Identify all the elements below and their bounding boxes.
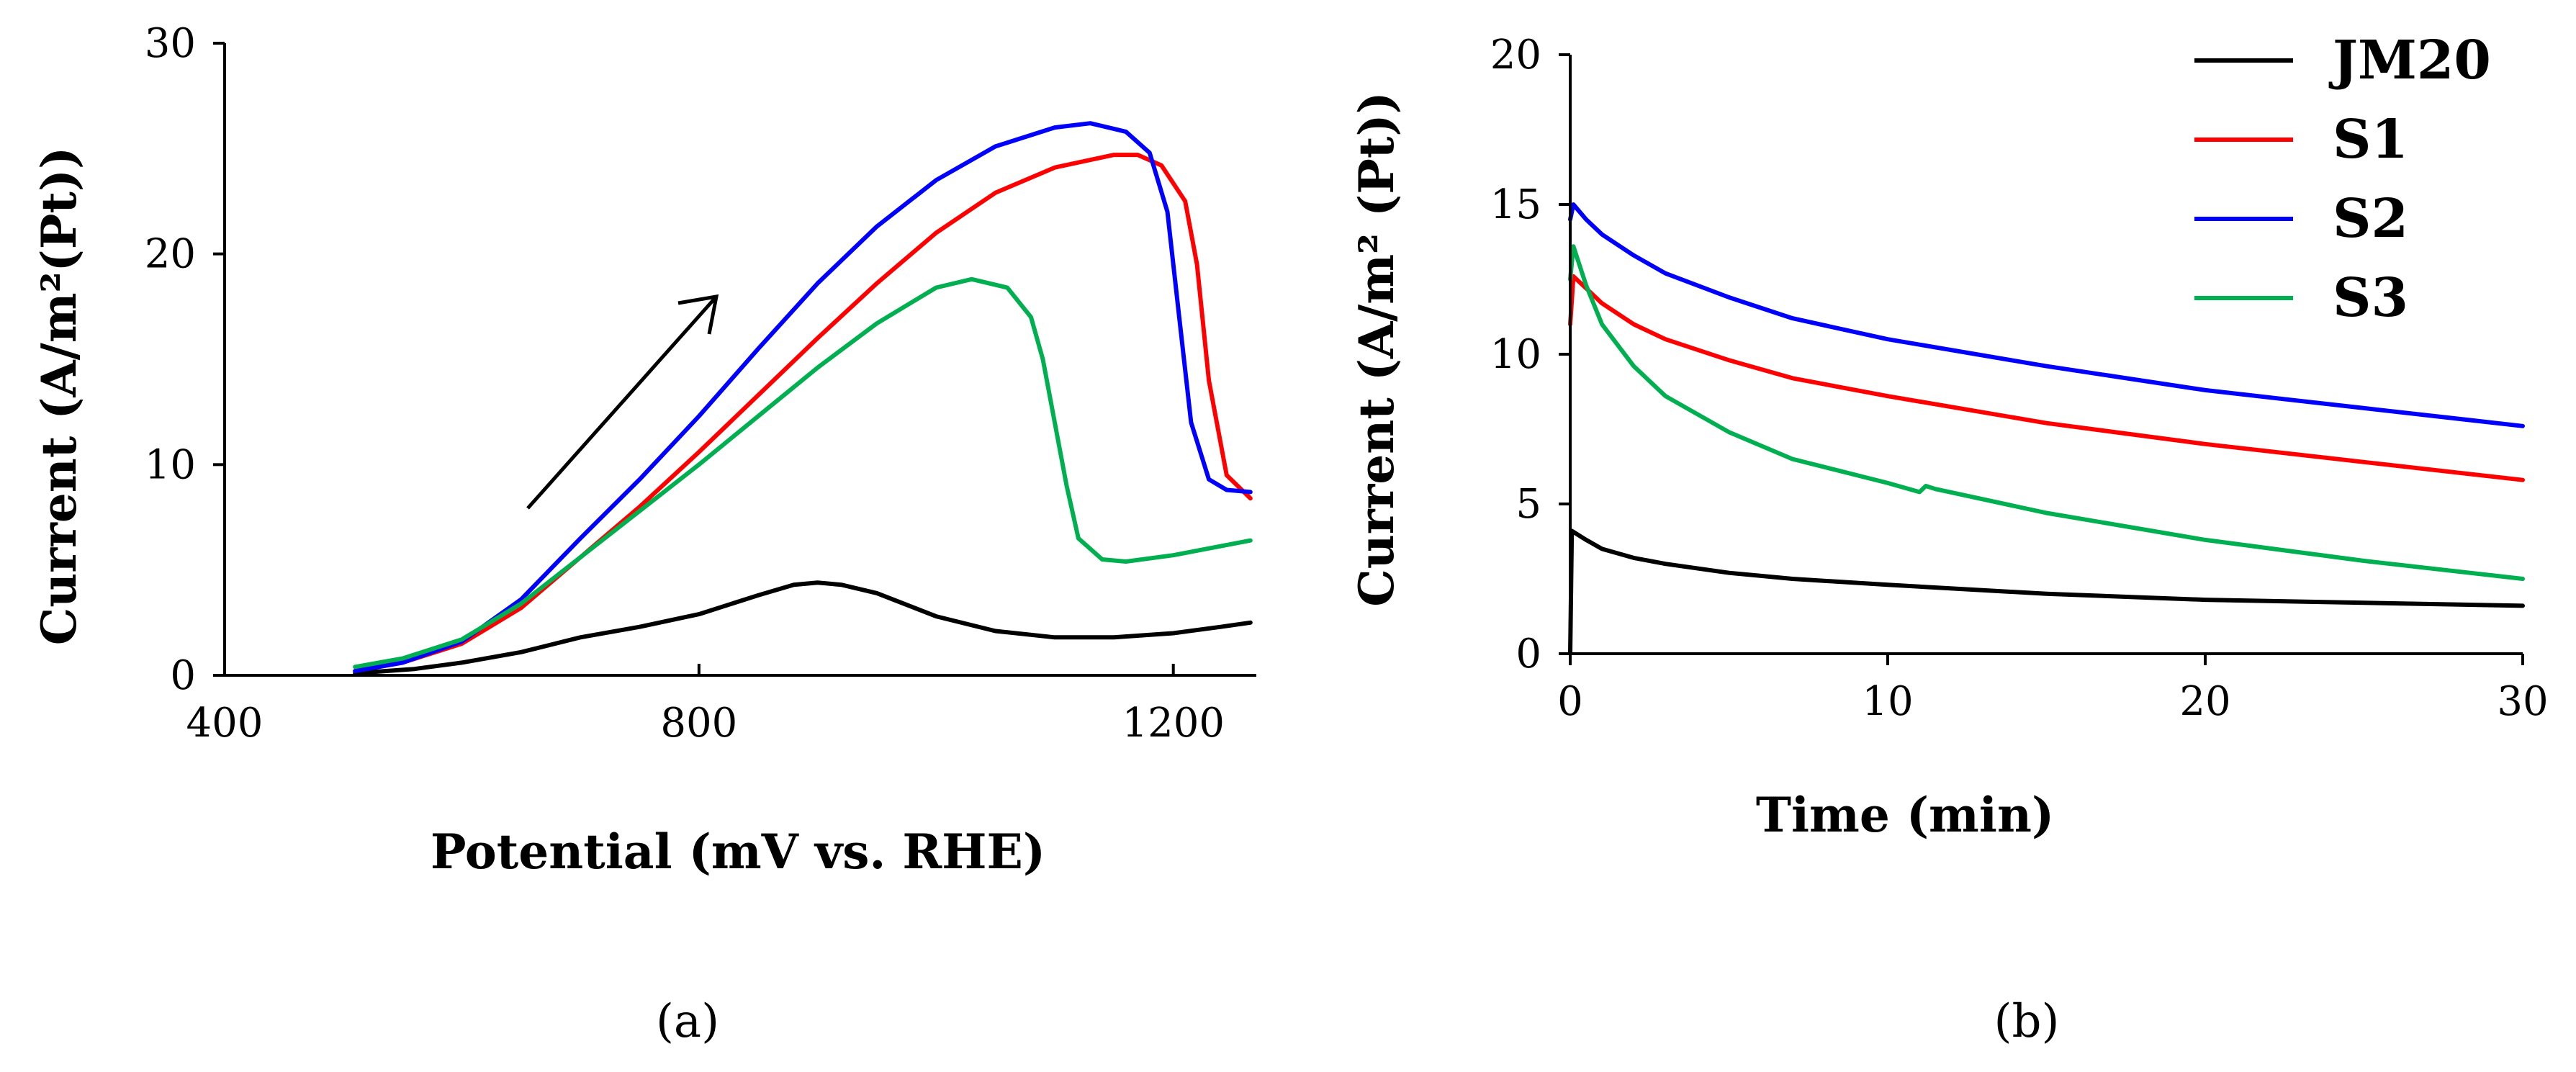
panel-a-series-s2: [353, 121, 1253, 674]
panel-a-y-tick-label: 20: [145, 231, 196, 278]
panel-b-y-tick-label: 10: [1490, 331, 1541, 378]
panel-b-series-jm20: [1568, 528, 2525, 656]
panel-a-y-axis-label: Current (A/m²(Pt)): [31, 147, 87, 646]
panel-b-tick-labels: 0 5 10 15 20 0 10 20 30: [1490, 32, 2549, 725]
legend-label-jm20: JM20: [2328, 30, 2491, 91]
panel-a-series-s1: [353, 153, 1253, 674]
panel-a-chart: 0 10 20 30 400 800 1200 Potential (mV vs. RHE)…: [31, 20, 1256, 1048]
panel-a-axes: [213, 42, 1256, 677]
panel-b-x-tick-label: 30: [2497, 678, 2548, 725]
scan-direction-arrowhead: [677, 294, 719, 335]
panel-b-y-tick-label: 5: [1516, 481, 1541, 528]
panel-a-series-layer: [353, 121, 1253, 676]
panel-b-y-axis-label: Current (A/m² (Pt)): [1348, 91, 1405, 607]
panel-a-x-tick-label: 400: [186, 700, 264, 747]
panel-a-x-axis-label: Potential (mV vs. RHE): [431, 824, 1045, 880]
panel-b-series-s3: [1568, 244, 2525, 581]
panel-b-x-axis-label: Time (min): [1756, 787, 2054, 843]
panel-b-x-tick-label: 20: [2179, 678, 2230, 725]
legend-label-s3: S3: [2333, 267, 2408, 329]
legend-label-s1: S1: [2333, 109, 2408, 171]
panel-a-y-tick-label: 10: [145, 441, 196, 488]
panel-b-label: (b): [1994, 995, 2060, 1048]
panel-a-x-tick-label: 800: [660, 700, 737, 747]
panel-a-tick-labels: 0 10 20 30 400 800 1200: [145, 20, 1225, 747]
panel-a-series-s3: [353, 276, 1253, 670]
panel-a-y-tick-label: 0: [170, 652, 196, 699]
panel-b-x-tick-label: 10: [1862, 678, 1913, 725]
panel-b-legend: JM20 S1 S2 S3: [2194, 30, 2491, 329]
scan-direction-arrow: [526, 295, 718, 510]
panel-b-chart: 0 5 10 15 20 0 10 20 30 Time (min) Current (A/m²…: [1348, 30, 2549, 1048]
panel-b-series-s2: [1568, 202, 2525, 428]
panel-b-y-tick-label: 20: [1490, 32, 1541, 78]
panel-a-label: (a): [656, 995, 719, 1048]
panel-b-series-layer: [1568, 202, 2525, 656]
panel-a-y-tick-label: 30: [145, 20, 196, 67]
panel-b-x-tick-label: 0: [1557, 678, 1583, 725]
panel-b-y-tick-label: 0: [1516, 631, 1541, 677]
panel-a-x-tick-label: 1200: [1122, 700, 1225, 747]
panel-a-series-jm20: [353, 580, 1253, 676]
panel-b-axes: [1559, 53, 2524, 665]
panel-b-y-tick-label: 15: [1490, 181, 1541, 228]
legend-label-s2: S2: [2333, 188, 2408, 250]
